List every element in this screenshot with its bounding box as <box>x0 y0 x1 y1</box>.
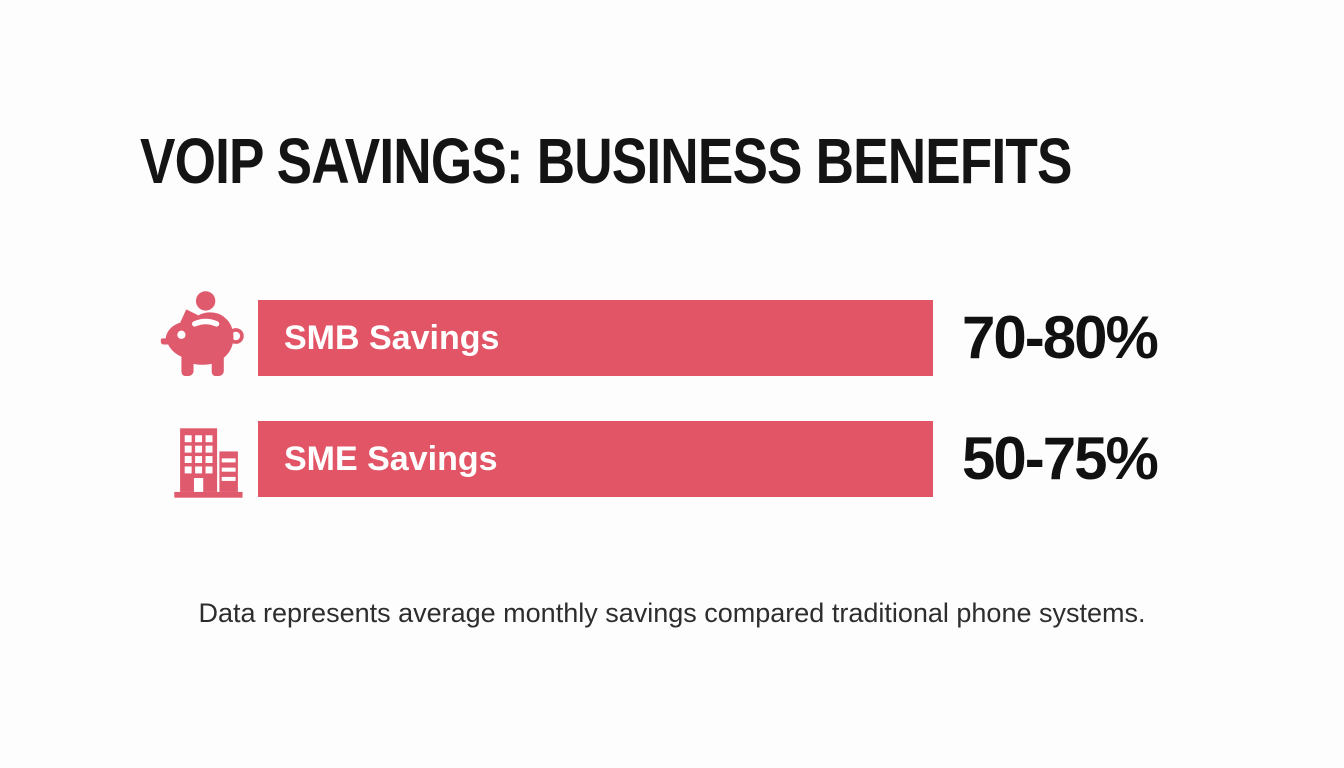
bar-sme-savings: SME Savings <box>258 421 933 497</box>
bar-smb-savings: SMB Savings <box>258 300 933 376</box>
value-sme-savings: 50-75% <box>962 425 1159 492</box>
piggy-bank-icon <box>158 290 246 382</box>
footnote: Data represents average monthly savings … <box>198 598 1146 628</box>
office-building-icon <box>172 424 246 502</box>
page-title: VOIP SAVINGS: BUSINESS BENEFITS <box>140 125 1072 197</box>
bar-label-sme: SME Savings <box>284 439 498 478</box>
bar-label-smb: SMB Savings <box>284 318 500 357</box>
value-smb-savings: 70-80% <box>962 304 1159 371</box>
